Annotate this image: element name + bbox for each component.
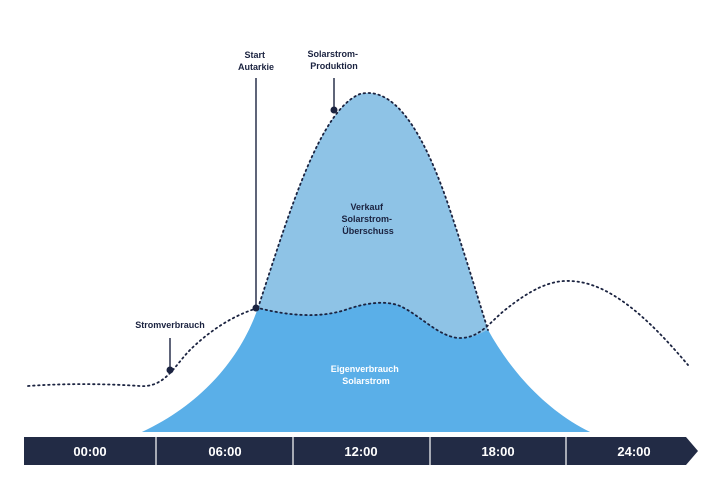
- surplus-label-1: Verkauf: [350, 202, 384, 212]
- svg-text:Verkauf Solarstrom- Üb: Verkauf Solarstrom- Überschuss: [341, 202, 394, 236]
- solar-production-label-2: Produktion: [310, 61, 358, 71]
- svg-text:Solarstrom- Produktion: Solarstrom- Produktion: [307, 49, 360, 71]
- timeline-tick: 24:00: [617, 444, 650, 459]
- timeline-tick: 06:00: [208, 444, 241, 459]
- surplus-label-3: Überschuss: [342, 226, 394, 236]
- timeline-tick: 00:00: [73, 444, 106, 459]
- svg-text:Start Autarkie: Start Autarkie: [238, 50, 274, 72]
- timeline-tick: 18:00: [481, 444, 514, 459]
- timeline-arrow: [24, 437, 698, 465]
- consumption-dot: [166, 366, 174, 374]
- svg-text:Eigenverbrauch Solarstrom: Eigenverbrauch Solarstrom: [331, 364, 402, 386]
- solar-production-dot: [330, 106, 338, 114]
- consumption-label: Stromverbrauch: [135, 320, 205, 330]
- start-autarkie-dot: [252, 304, 260, 312]
- timeline-tick: 12:00: [344, 444, 377, 459]
- start-autarkie-label-1: Start: [244, 50, 265, 60]
- start-autarkie-label-2: Autarkie: [238, 62, 274, 72]
- consumption-curve: [27, 280, 689, 387]
- self-use-label-2: Solarstrom: [342, 376, 390, 386]
- timeline-bar: 00:00 06:00 12:00 18:00 24:00: [24, 437, 698, 465]
- solar-production-label-1: Solarstrom-: [307, 49, 358, 59]
- self-consumption-area: [142, 302, 590, 432]
- surplus-label-2: Solarstrom-: [341, 214, 392, 224]
- self-use-label-1: Eigenverbrauch: [331, 364, 399, 374]
- solar-production-curve: [257, 92, 489, 331]
